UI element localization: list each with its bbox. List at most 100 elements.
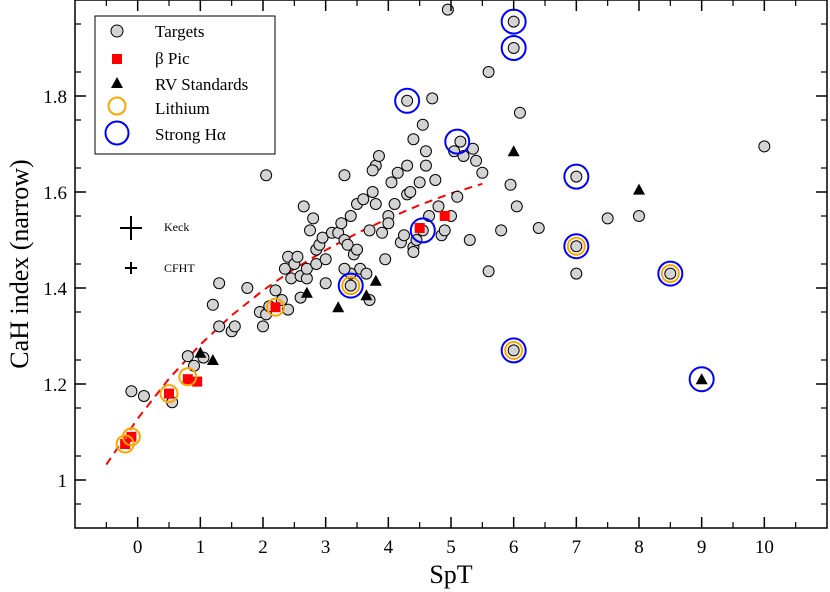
target-point [633, 210, 645, 222]
lithium-ring [504, 340, 524, 360]
target-point [454, 135, 467, 148]
target-point [341, 238, 354, 251]
target-point [432, 200, 445, 213]
rv-standard-point [507, 145, 520, 157]
lithium-ring [266, 297, 286, 317]
target-point [476, 166, 489, 179]
legend-box [94, 15, 276, 155]
target-point [401, 94, 414, 107]
rv-standard-point [332, 301, 345, 313]
target-point [416, 118, 429, 131]
rv-standard-point [206, 354, 219, 365]
x-tick-label: 9 [697, 537, 707, 558]
target-point [495, 224, 508, 237]
lithium-ring [121, 427, 141, 447]
halpha-ring [394, 87, 421, 114]
target-point [304, 224, 316, 237]
target-point [376, 226, 389, 239]
target-point [137, 390, 150, 402]
target-point [570, 170, 583, 183]
target-point [366, 186, 379, 198]
lithium-ring [566, 236, 586, 256]
target-point [257, 320, 269, 333]
target-point [360, 267, 373, 280]
target-point [532, 222, 545, 234]
x-tick-label: 1 [196, 537, 206, 558]
halpha-ring [563, 233, 590, 260]
legend-symbol-halpha [104, 120, 130, 146]
target-point [351, 243, 363, 256]
x-tick-label: 2 [258, 537, 268, 558]
lithium-ring [660, 264, 680, 284]
target-point [407, 246, 420, 258]
target-point [278, 262, 291, 275]
x-tick-label: 8 [634, 537, 644, 558]
rv-standard-point [360, 289, 373, 301]
axes-layer: 0 1 2 3 4 5 6 7 8 9 10 1 1.2 1.4 1.6 1.8 [43, 0, 827, 558]
halpha-ring [409, 217, 436, 244]
target-point [507, 42, 520, 54]
bpic-point [120, 439, 131, 449]
target-point [213, 320, 226, 333]
halpha-ring [563, 163, 590, 190]
cfht-label: CFHT [164, 261, 195, 275]
target-point [307, 212, 320, 225]
halpha-ring [500, 35, 527, 61]
target-point [379, 253, 392, 266]
target-point [391, 166, 404, 179]
target-point [316, 231, 329, 244]
halpha-ring [337, 272, 364, 299]
target-point [382, 217, 395, 230]
target-point [344, 210, 357, 222]
target-point [335, 217, 348, 230]
x-tick-label: 3 [321, 537, 331, 558]
bpic-point [270, 302, 281, 313]
x-tick-label: 0 [133, 537, 143, 558]
legend-symbol-targets [110, 24, 124, 38]
x-tick-label: 10 [755, 537, 774, 558]
target-point [228, 320, 241, 333]
target-point [407, 133, 420, 146]
target-point [282, 303, 295, 316]
target-point [369, 198, 382, 210]
halpha-ring [444, 128, 471, 155]
target-point [291, 250, 304, 263]
legend: Targets β Pic RV Standards Lithium Stron… [94, 15, 276, 155]
target-point [426, 92, 439, 105]
target-point [758, 140, 771, 153]
lithium-ring [178, 367, 198, 387]
target-point [398, 229, 410, 242]
y-tick-label: 1.2 [43, 375, 67, 396]
target-point [664, 267, 677, 280]
rv-standard-point [194, 346, 207, 358]
rv-standard-point [369, 274, 382, 286]
target-point [125, 385, 138, 398]
lithium-ring [159, 384, 179, 404]
target-point [401, 159, 414, 172]
x-tick-label: 7 [572, 537, 582, 558]
halpha-ring [500, 337, 527, 364]
y-tick-label: 1.6 [43, 183, 67, 204]
x-axis-label: SpT [429, 560, 472, 589]
target-point [510, 200, 523, 213]
legend-label-halpha: Strong Hα [155, 125, 226, 144]
legend-label-targets: Targets [155, 22, 204, 41]
y-tick-label: 1.8 [43, 87, 67, 108]
target-point [372, 150, 385, 162]
target-point [463, 234, 476, 246]
target-point [338, 169, 351, 182]
target-point [419, 159, 432, 172]
bpic-point [182, 374, 193, 385]
target-point [241, 282, 254, 294]
target-point [413, 176, 426, 189]
rv-standard-point [695, 373, 708, 385]
x-tick-label: 6 [509, 537, 519, 558]
halpha-ring [688, 366, 715, 393]
target-point [319, 277, 332, 290]
bpic-point [126, 431, 137, 442]
lithium-ring [341, 276, 361, 296]
target-point [470, 154, 483, 167]
target-point [601, 212, 614, 225]
x-tick-label: 5 [446, 537, 456, 558]
